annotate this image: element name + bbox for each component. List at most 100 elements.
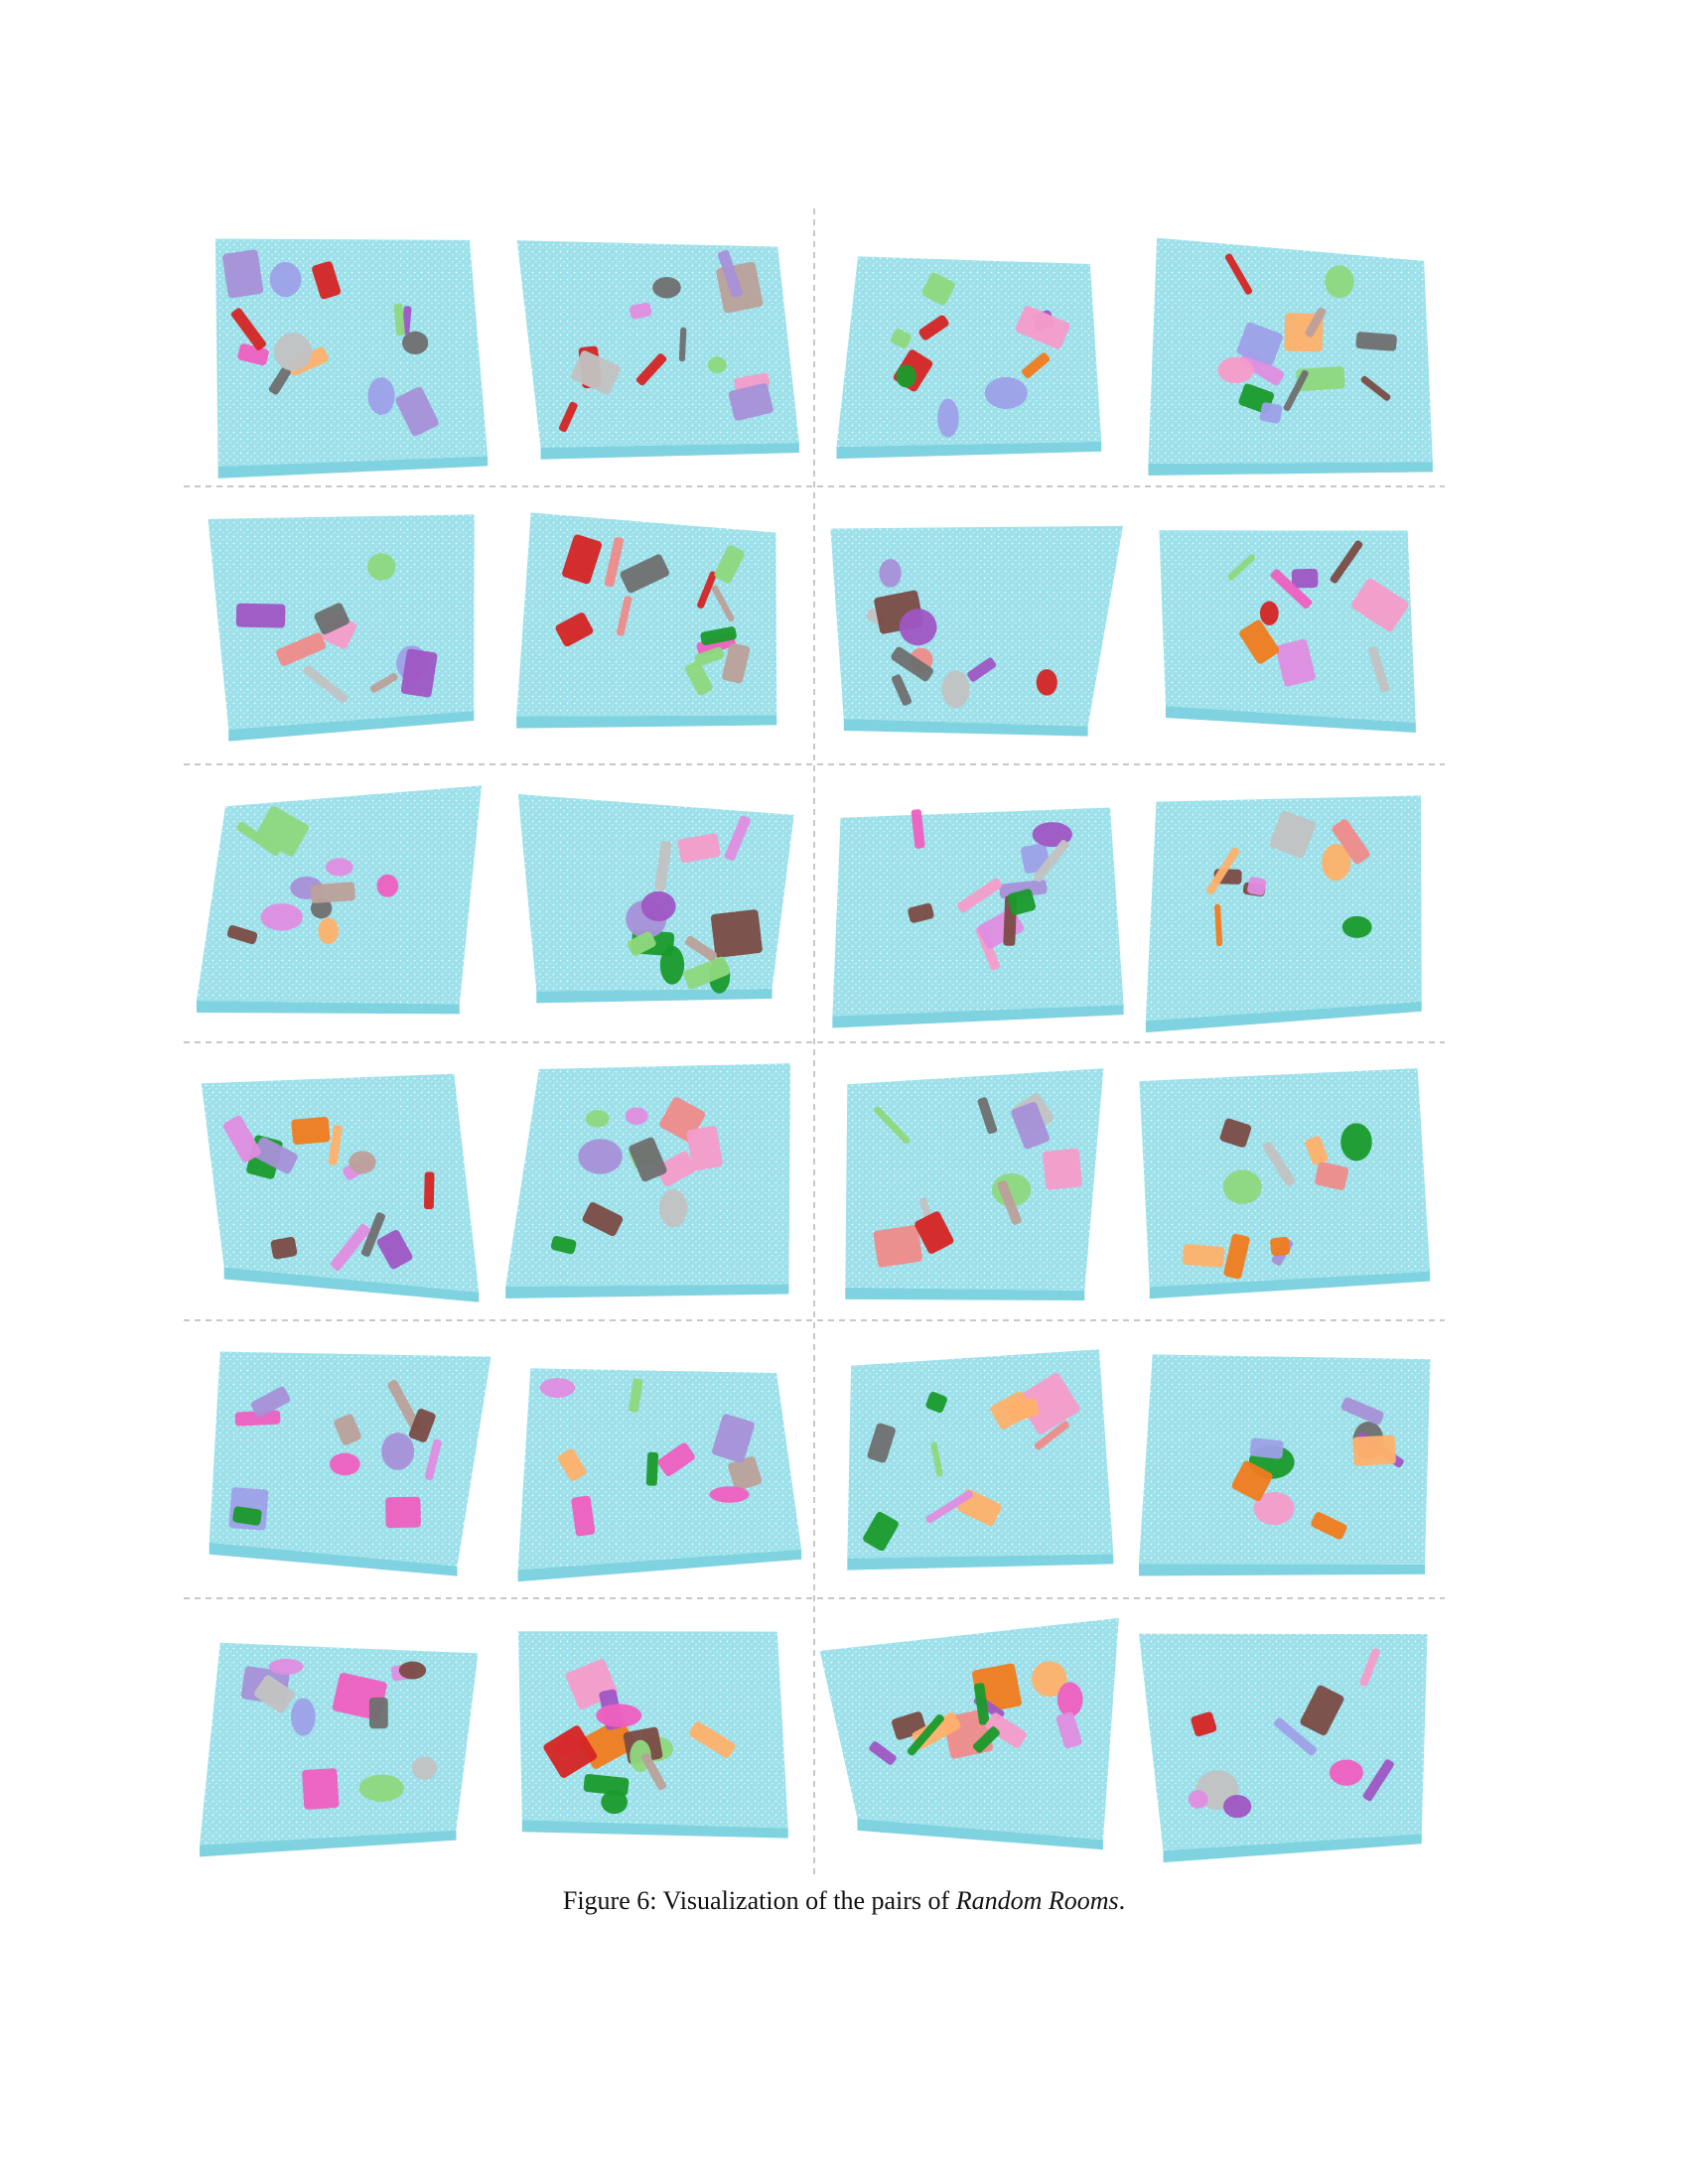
room-scene <box>847 1349 1114 1570</box>
room-floor-edge <box>516 715 777 729</box>
room-object <box>1043 1148 1082 1190</box>
room-object <box>367 376 395 415</box>
room-object <box>722 642 751 684</box>
room-object <box>376 1230 413 1270</box>
room-object <box>707 356 727 373</box>
room-floor-edge <box>843 718 1088 737</box>
room-floor-edge <box>521 1820 788 1839</box>
room-object <box>659 945 685 985</box>
room-object <box>1325 265 1354 299</box>
room-object <box>1022 352 1051 378</box>
room-object <box>635 353 667 386</box>
room-object <box>686 1126 723 1171</box>
room-object <box>226 925 258 945</box>
room-object <box>879 559 902 588</box>
room-floor-edge <box>1149 1271 1431 1299</box>
room-floor-edge <box>857 1818 1103 1850</box>
room-object <box>1217 356 1254 384</box>
room-floor-edge <box>1148 462 1433 477</box>
room-object <box>1224 253 1253 295</box>
room-object <box>629 1378 643 1413</box>
room-object <box>629 1137 667 1182</box>
room-object <box>268 365 292 395</box>
room-object <box>1332 819 1370 865</box>
room-object <box>874 1106 911 1145</box>
room-object <box>873 1225 922 1268</box>
room-object <box>1315 1161 1349 1190</box>
room-object <box>325 858 353 877</box>
room-floor <box>1139 1633 1428 1851</box>
room-object <box>724 815 751 861</box>
room-object <box>684 935 718 962</box>
room-object <box>583 1773 630 1796</box>
room-object <box>925 1392 947 1414</box>
room-object <box>1283 369 1309 411</box>
room-object <box>578 1139 623 1174</box>
room-floor-edge <box>217 456 489 478</box>
room-object <box>1219 1118 1252 1148</box>
room-scene <box>516 240 799 460</box>
room-object <box>1274 1717 1317 1756</box>
room-object <box>302 1768 340 1810</box>
caption-suffix: . <box>1118 1886 1126 1915</box>
room-object <box>222 249 264 299</box>
room-scene <box>505 1063 791 1299</box>
room-object <box>625 1107 648 1125</box>
room-object <box>728 383 774 421</box>
room-object <box>697 571 717 609</box>
room-object <box>260 903 303 931</box>
room-object <box>402 331 429 355</box>
room-object <box>683 956 730 990</box>
room-object <box>369 672 398 693</box>
room-object <box>891 646 933 682</box>
room-object <box>1322 844 1351 882</box>
room-floor-edge <box>505 1284 789 1299</box>
room-object <box>1223 1795 1252 1819</box>
room-object <box>1367 646 1390 693</box>
room-object <box>360 1212 385 1257</box>
room-object <box>555 613 594 647</box>
room-scene <box>832 807 1124 1028</box>
figure-random-rooms <box>184 208 1445 1876</box>
room-object <box>941 670 970 709</box>
room-scene <box>1145 795 1422 1033</box>
room-object <box>911 809 925 849</box>
room-object <box>596 1704 642 1727</box>
room-object <box>972 1726 1000 1753</box>
room-object <box>303 665 349 704</box>
room-floor-edge <box>836 441 1102 460</box>
room-object <box>571 1495 596 1537</box>
room-scene <box>208 514 475 742</box>
room-scene <box>1138 1354 1431 1576</box>
room-object <box>408 1409 436 1442</box>
room-object <box>254 1675 296 1713</box>
room-object <box>601 1790 629 1815</box>
room-object <box>312 261 342 300</box>
room-object <box>677 833 721 864</box>
room-object <box>700 626 737 645</box>
room-scene <box>845 1068 1104 1300</box>
room-object <box>711 585 735 622</box>
room-floor-edge <box>847 1554 1114 1570</box>
room-object <box>1227 554 1256 581</box>
room-object <box>908 902 934 923</box>
room-scene <box>836 256 1102 460</box>
room-floor <box>836 256 1102 448</box>
room-object <box>310 882 355 903</box>
room-object <box>678 327 687 362</box>
room-object <box>1222 1169 1262 1204</box>
room-grid <box>184 208 1445 1876</box>
room-object <box>709 1486 750 1503</box>
room-object <box>869 1741 897 1765</box>
grid-dividers <box>184 208 1445 1876</box>
room-object <box>657 1442 695 1477</box>
room-scene <box>1139 1633 1428 1863</box>
room-object <box>654 841 672 891</box>
caption-prefix: Figure 6: Visualization of the pairs of <box>562 1886 956 1915</box>
room-scene <box>1148 237 1433 477</box>
room-object <box>694 646 725 666</box>
room-object <box>863 1512 899 1552</box>
room-object <box>1017 1373 1080 1434</box>
room-object <box>274 333 313 371</box>
room-object <box>1355 332 1397 351</box>
